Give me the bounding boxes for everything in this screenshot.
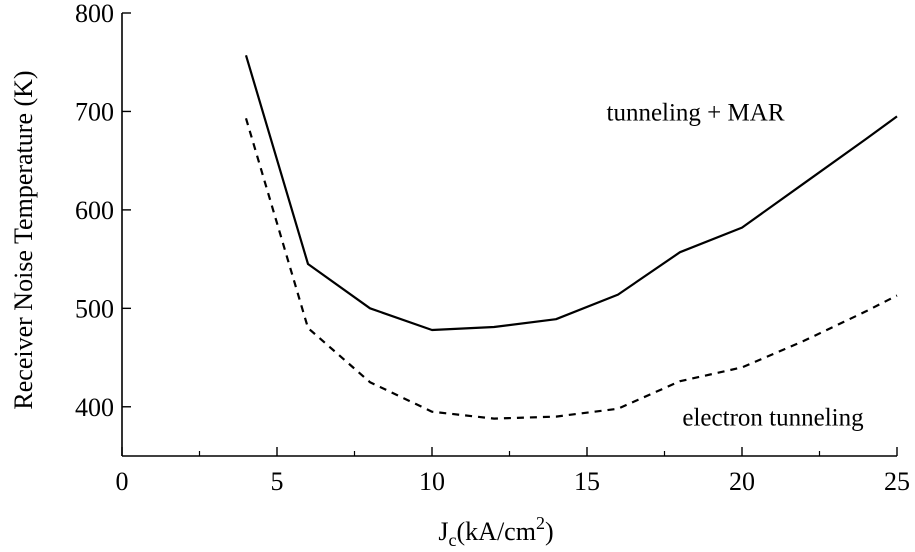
x-tick-label: 25	[884, 467, 910, 496]
x-axis-title-symbol: J	[438, 517, 448, 546]
annotation-tunneling-mar: tunneling + MAR	[607, 99, 785, 126]
x-axis-title-subscript: c	[449, 530, 457, 550]
x-tick-label: 0	[116, 467, 129, 496]
tick-labels: 0 5 10 15 20 25 400 500 600 700 800	[75, 0, 910, 496]
series-line-tunneling-mar	[244, 54, 898, 332]
x-tick-label: 5	[271, 467, 284, 496]
x-tick-label: 10	[419, 467, 445, 496]
annotation-electron-tunneling: electron tunneling	[682, 405, 864, 432]
y-tick-label: 400	[75, 393, 114, 422]
y-tick-label: 800	[75, 0, 114, 28]
x-axis-title-close: )	[545, 517, 554, 546]
y-axis-title: Receiver Noise Temperature (K)	[9, 70, 38, 409]
x-tick-label: 15	[574, 467, 600, 496]
y-tick-label: 500	[75, 294, 114, 323]
annotations: tunneling + MAR electron tunneling	[607, 99, 865, 431]
x-axis-title-unit: (kA/cm	[457, 517, 536, 546]
series-layer	[244, 54, 898, 420]
ticks	[121, 12, 898, 456]
x-axis-title: Jc(kA/cm2)	[438, 513, 553, 550]
series-line-electron-tunneling	[244, 117, 898, 420]
x-axis-title-superscript: 2	[536, 513, 545, 533]
y-tick-label: 700	[75, 97, 114, 126]
y-tick-label: 600	[75, 196, 114, 225]
x-tick-label: 20	[729, 467, 755, 496]
axes	[121, 13, 897, 457]
